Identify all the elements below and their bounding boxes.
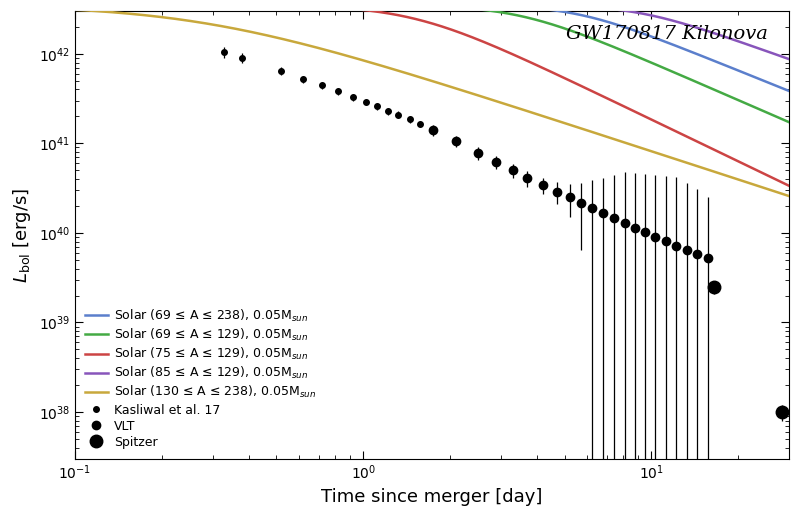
Legend: Solar (69 ≤ A ≤ 238), 0.05M$_{sun}$, Solar (69 ≤ A ≤ 129), 0.05M$_{sun}$, Solar : Solar (69 ≤ A ≤ 238), 0.05M$_{sun}$, Sol…	[80, 302, 321, 454]
X-axis label: Time since merger [day]: Time since merger [day]	[322, 488, 542, 506]
Y-axis label: $L_{\rm bol}$ [erg/s]: $L_{\rm bol}$ [erg/s]	[11, 187, 33, 283]
Text: GW170817 Kilonova: GW170817 Kilonova	[566, 24, 767, 42]
